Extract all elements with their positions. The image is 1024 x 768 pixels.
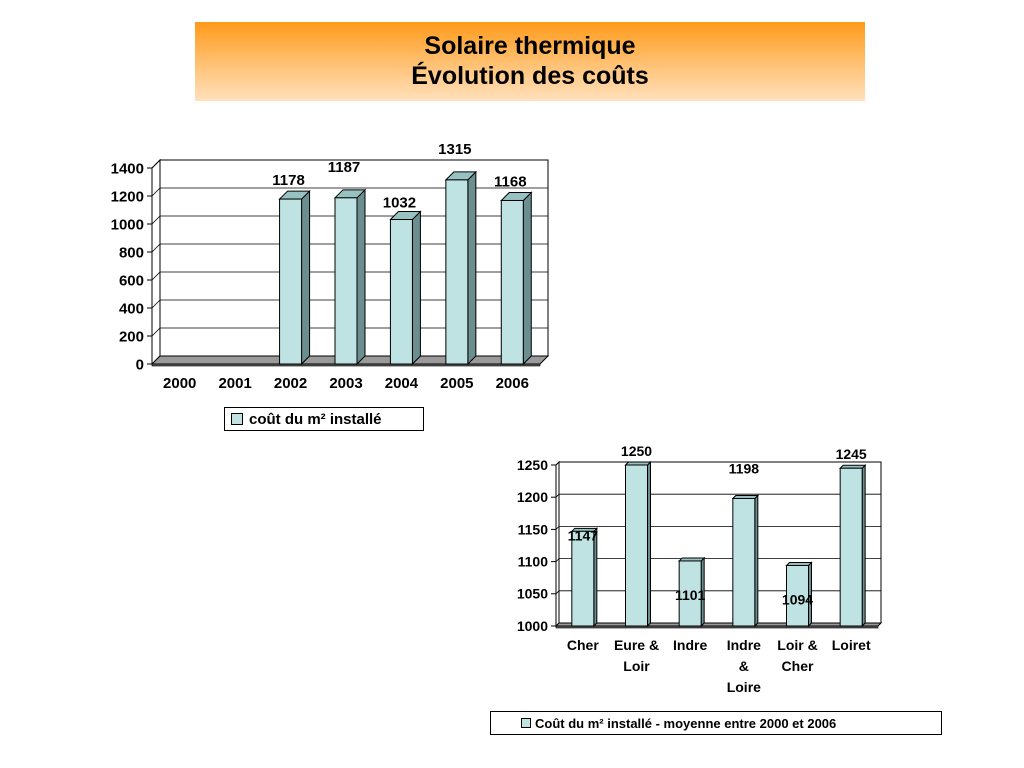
y-tick-label: 1000 (111, 216, 144, 233)
gridline (151, 159, 548, 169)
y-tick-label: 1100 (518, 554, 549, 570)
plot-floor (554, 622, 883, 627)
data-label: 1101 (675, 587, 706, 603)
data-label: 1094 (782, 591, 813, 607)
bar (334, 197, 358, 365)
legend-label: coût du m² installé (249, 410, 382, 428)
data-label: 1245 (836, 446, 867, 462)
bar (625, 464, 648, 627)
gridline (555, 590, 881, 595)
data-label: 1198 (729, 460, 760, 476)
x-tick-label: 2006 (496, 375, 529, 392)
gridline (151, 187, 548, 197)
bar (786, 564, 809, 627)
gridline (555, 526, 881, 530)
x-tick-label: 2004 (385, 375, 419, 392)
plot-floor-edge (555, 625, 879, 629)
y-tick-label: 600 (119, 272, 144, 289)
data-label: 1168 (494, 173, 527, 190)
y-tick-label: 1200 (517, 489, 548, 505)
y-tick-label: 1250 (517, 457, 548, 473)
gridline (555, 493, 881, 498)
data-label: 1178 (272, 172, 305, 189)
x-tick-label: 2002 (274, 375, 307, 392)
x-tick-label: & (739, 658, 749, 674)
gridline (555, 461, 881, 466)
x-tick-label: Cher (782, 658, 814, 674)
x-tick-label: Indre (727, 637, 761, 653)
x-tick-label: Eure & (614, 637, 659, 653)
bar (678, 560, 702, 627)
y-tick-label: 800 (119, 244, 144, 261)
bar (571, 530, 595, 627)
y-tick-label: 1000 (517, 618, 548, 634)
legend-label: Coût du m² installé - moyenne entre 2000… (535, 715, 837, 731)
y-tick-label: 0 (136, 356, 144, 373)
bar (389, 219, 413, 365)
y-tick-label: 1400 (111, 160, 144, 177)
y-tick-label: 1150 (518, 521, 549, 537)
data-label: 1315 (438, 141, 471, 158)
data-label: 1147 (568, 527, 599, 543)
x-tick-label: 2001 (218, 375, 251, 392)
x-tick-label: Loire (727, 679, 761, 695)
bar (500, 199, 524, 365)
chart2-legend: Coût du m² installé - moyenne entre 2000… (490, 711, 942, 735)
chart1-legend: coût du m² installé (224, 407, 424, 431)
bar (732, 497, 756, 627)
x-tick-label: Loiret (832, 637, 871, 653)
title-banner: Solaire thermique Évolution des coûts (195, 22, 865, 101)
bar (839, 467, 863, 627)
data-label: 1187 (328, 159, 361, 176)
plot-back-wall (558, 461, 882, 624)
x-tick-label: 2000 (163, 375, 196, 392)
x-tick-label: Loir & (777, 637, 817, 653)
data-label: 1250 (621, 443, 652, 459)
legend-swatch (231, 413, 243, 425)
x-tick-label: 2005 (440, 375, 473, 392)
slide-subtitle: Évolution des coûts (411, 62, 649, 90)
legend-swatch (521, 718, 531, 728)
x-tick-label: Cher (567, 637, 599, 653)
y-tick-label: 200 (119, 328, 144, 345)
data-label: 1032 (383, 195, 416, 212)
x-tick-label: Indre (673, 637, 707, 653)
bar (279, 198, 303, 365)
bar (445, 179, 469, 365)
y-tick-label: 1050 (517, 586, 548, 602)
x-tick-label: 2003 (329, 375, 362, 392)
y-tick-label: 400 (119, 300, 144, 317)
y-tick-label: 1200 (111, 188, 144, 205)
gridline (555, 558, 881, 562)
x-tick-label: Loir (623, 658, 650, 674)
slide-title: Solaire thermique (424, 32, 636, 60)
